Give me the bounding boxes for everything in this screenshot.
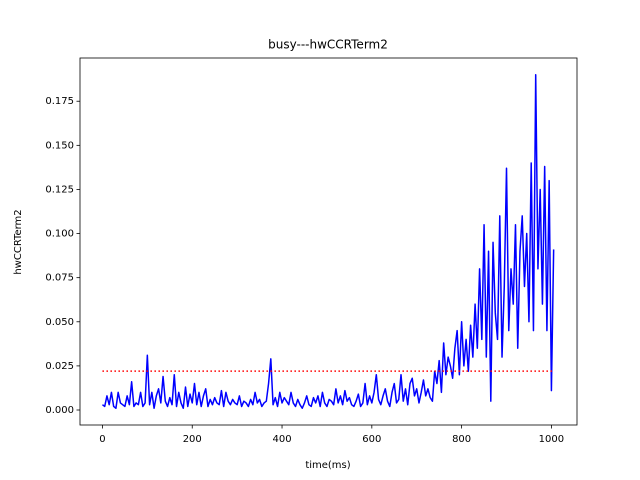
y-axis-label: hwCCRTerm2	[13, 209, 24, 274]
y-tick-label: 0.125	[45, 184, 74, 195]
y-tick-label: 0.175	[45, 96, 74, 107]
x-tick-label: 600	[362, 434, 381, 445]
x-tick-label: 1000	[539, 434, 564, 445]
y-tick-label: 0.075	[45, 273, 74, 284]
x-tick-label: 400	[272, 434, 291, 445]
x-tick-label: 800	[452, 434, 471, 445]
plot-frame	[79, 57, 578, 426]
y-tick-label: 0.025	[45, 361, 74, 372]
x-tick-label: 0	[99, 434, 105, 445]
x-axis-label: time(ms)	[305, 460, 350, 471]
x-tick-label: 200	[183, 434, 202, 445]
y-tick-label: 0.100	[45, 229, 74, 240]
y-tick-label: 0.050	[45, 317, 74, 328]
y-tick-label: 0.000	[45, 405, 74, 416]
chart-title: busy---hwCCRTerm2	[268, 38, 388, 52]
y-tick-label: 0.150	[45, 140, 74, 151]
data-line	[101, 74, 555, 409]
